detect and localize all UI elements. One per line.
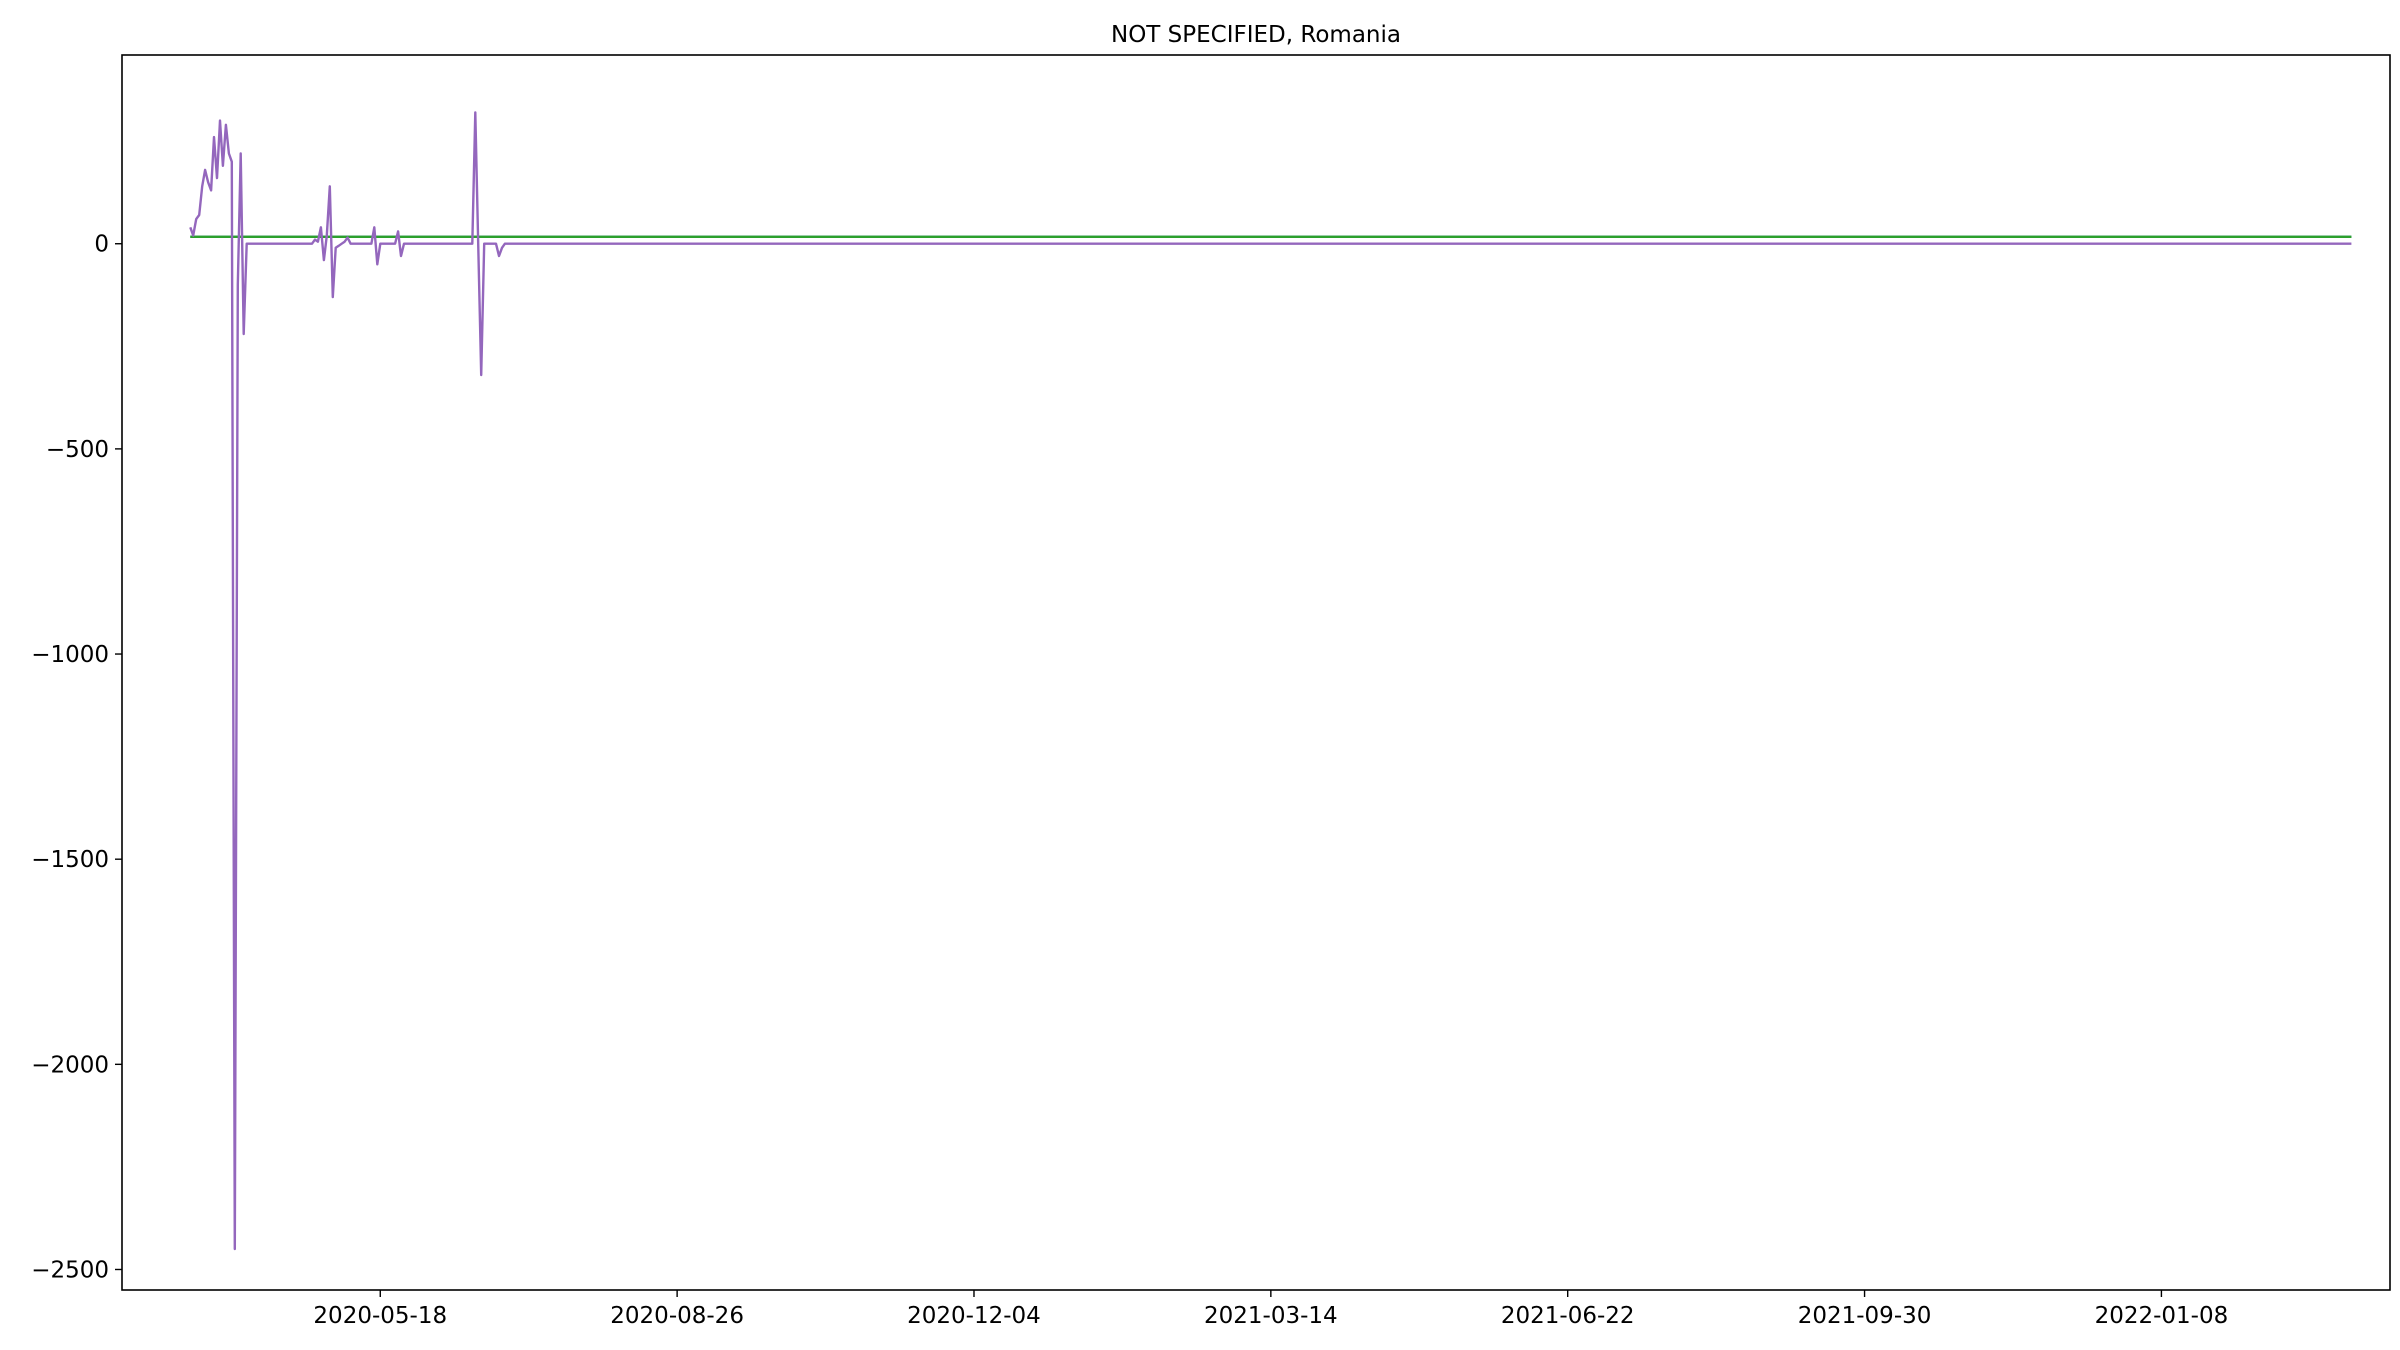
x-axis: 2020-05-18 2020-08-26 2020-12-04 2021-03-14… <box>313 1290 2228 1329</box>
plot-frame <box>121 54 2391 1291</box>
x-tick-label: 2020-08-26 <box>610 1303 744 1329</box>
y-tick-label: −500 <box>46 437 109 463</box>
x-tick-label: 2021-09-30 <box>1798 1303 1932 1329</box>
y-tick-label: −1500 <box>31 847 109 873</box>
x-tick-label: 2021-03-14 <box>1204 1303 1338 1329</box>
y-axis: 0 −500 −1000 −1500 −2000 −2500 <box>31 232 122 1283</box>
x-tick-label: 2020-12-04 <box>907 1303 1041 1329</box>
y-tick-label: 0 <box>94 232 109 258</box>
x-tick-label: 2020-05-18 <box>313 1303 447 1329</box>
x-tick-label: 2021-06-22 <box>1501 1303 1635 1329</box>
series-line-3 <box>189 111 2352 1251</box>
chart-title: NOT SPECIFIED, Romania <box>1111 22 1401 48</box>
y-tick-label: −2500 <box>31 1257 109 1283</box>
y-tick-label: −1000 <box>31 642 109 668</box>
y-tick-label: −2000 <box>31 1052 109 1078</box>
series-layer <box>189 111 2352 1251</box>
x-tick-label: 2022-01-08 <box>2095 1303 2229 1329</box>
